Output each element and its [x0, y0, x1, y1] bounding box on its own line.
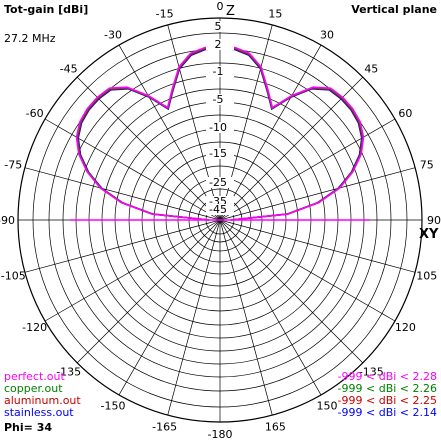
gain-tick-bg	[206, 94, 234, 105]
angle-tick-label: 90	[427, 214, 441, 227]
grid-spoke	[219, 219, 364, 364]
grid-spoke	[219, 118, 396, 221]
angle-tick-label: 120	[395, 321, 416, 334]
grid-spoke	[24, 167, 221, 221]
pattern-curve-stainless	[77, 47, 221, 221]
legend-file-stainless: stainless.out	[4, 406, 74, 419]
angle-tick-label: 15	[268, 7, 282, 20]
gain-tick-bg	[206, 39, 234, 50]
xy-axis-label: XY	[419, 227, 439, 242]
angle-tick-label: 45	[364, 63, 378, 76]
gain-tick-label: 5	[215, 20, 222, 33]
pattern-curve-copper	[219, 46, 364, 221]
gain-tick-label: -45	[209, 203, 227, 216]
gain-tick-bg	[206, 177, 234, 188]
pattern-curve-aluminum	[76, 46, 221, 221]
plane-label: Vertical plane	[351, 3, 437, 16]
grid-spoke	[118, 44, 221, 221]
grid-spoke	[219, 44, 322, 221]
grid-spoke	[219, 219, 273, 416]
grid-spoke	[219, 219, 396, 322]
pattern-curve-perfect	[219, 45, 365, 221]
grid-spoke	[118, 219, 221, 396]
gain-tick-label: 2	[215, 38, 222, 51]
angle-tick-label: -120	[22, 321, 47, 334]
legend-ranges: -999 < dBi < 2.28 -999 < dBi < 2.26 -999…	[338, 371, 437, 419]
z-axis-label: Z	[226, 4, 235, 19]
grid-spoke	[219, 167, 416, 221]
frequency-label: 27.2 MHz	[4, 32, 56, 45]
angle-tick-label: -165	[152, 421, 177, 434]
gain-tick-bg	[206, 66, 234, 77]
gain-tick-label: -25	[209, 176, 227, 189]
angle-tick-label: -60	[26, 107, 44, 120]
legend-file-copper: copper.out	[4, 382, 63, 395]
legend-range-stainless: -999 < dBi < 2.14	[337, 406, 437, 419]
angle-tick-label: -45	[60, 63, 78, 76]
gain-tick-labels: 52-1-5-10-15-25-35-45	[206, 20, 234, 216]
grid-spoke	[44, 219, 221, 322]
gain-tick-label: -10	[209, 121, 227, 134]
angle-tick-label: -15	[156, 7, 174, 20]
gain-tick-bg	[206, 21, 234, 32]
angle-tick-label: -75	[4, 159, 22, 172]
grid-spoke	[219, 219, 322, 396]
angle-tick-label: 150	[317, 399, 338, 412]
pattern-curves	[70, 45, 370, 221]
angle-grid-spokes	[18, 18, 422, 422]
plot-title: Tot-gain [dBi]	[4, 3, 89, 16]
angle-tick-label: 105	[416, 269, 437, 282]
angle-tick-label: -105	[1, 269, 26, 282]
legend-file-perfect: perfect.out	[4, 370, 65, 383]
grid-spoke	[219, 219, 416, 273]
gain-tick-bg	[206, 148, 234, 159]
gain-tick-bg	[206, 196, 234, 207]
legend-file-aluminum: aluminum.out	[4, 394, 81, 407]
gain-tick-bg	[206, 204, 234, 215]
angle-tick-label: -30	[104, 29, 122, 42]
angle-tick-label: 0	[217, 0, 224, 13]
grid-spoke	[219, 76, 364, 221]
legend-files: perfect.out copper.out aluminum.out stai…	[4, 371, 81, 419]
legend-range-aluminum: -999 < dBi < 2.25	[337, 394, 437, 407]
grid-spoke	[76, 76, 221, 221]
grid-spoke	[76, 219, 221, 364]
gain-tick-label: -15	[209, 147, 227, 160]
gain-tick-label: -5	[213, 93, 224, 106]
angle-tick-label: -90	[0, 214, 15, 227]
angle-tick-label: -135	[56, 365, 81, 378]
angle-tick-label: 60	[398, 107, 412, 120]
pattern-curve-stainless	[219, 47, 363, 221]
legend-range-copper: -999 < dBi < 2.26	[337, 382, 437, 395]
gain-tick-bg	[206, 122, 234, 133]
legend-range-perfect: -999 < dBi < 2.28	[337, 370, 437, 383]
pattern-curve-perfect	[75, 45, 221, 221]
angle-tick-label: 165	[265, 421, 286, 434]
grid-spoke	[167, 219, 221, 416]
grid-spoke	[44, 118, 221, 221]
grid-spoke	[24, 219, 221, 273]
angle-tick-label: -135	[359, 365, 384, 378]
angle-tick-label: -150	[101, 399, 126, 412]
angle-tick-label: 30	[320, 29, 334, 42]
pattern-curve-copper	[76, 46, 221, 221]
phi-label: Phi= 34	[4, 421, 53, 434]
gain-tick-label: -1	[213, 65, 224, 78]
angle-tick-label: 75	[420, 159, 434, 172]
pattern-curve-aluminum	[219, 46, 364, 221]
angle-tick-label: -180	[208, 428, 233, 441]
